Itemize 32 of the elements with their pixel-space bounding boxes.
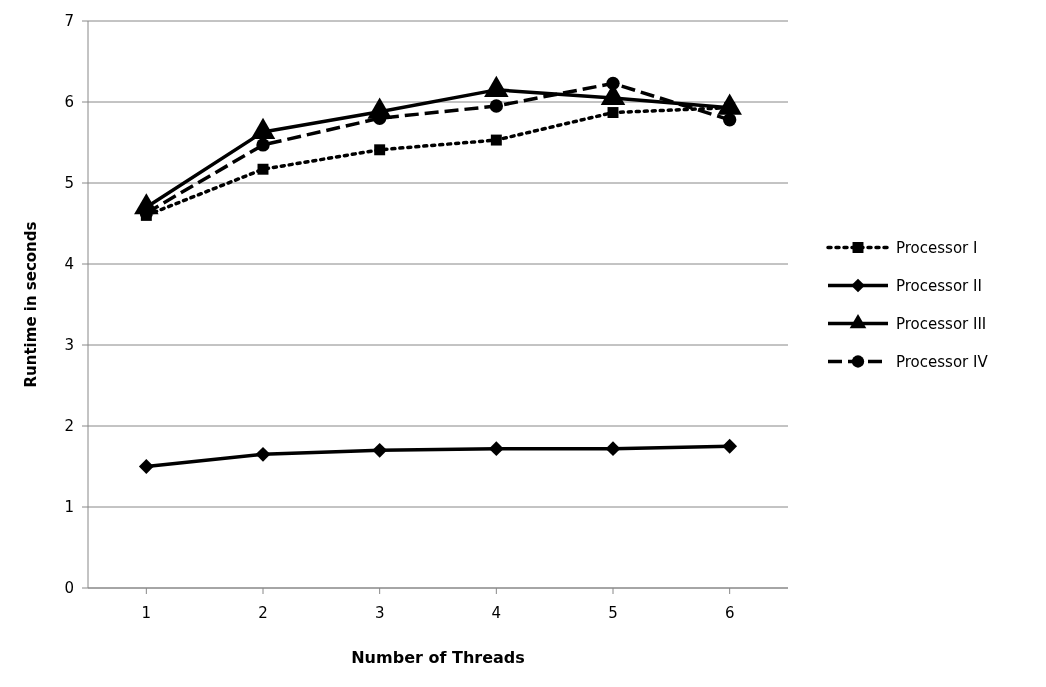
y-tick-label: 4 bbox=[64, 255, 74, 274]
legend-label: Processor III bbox=[896, 314, 987, 333]
y-tick-label: 5 bbox=[64, 174, 74, 193]
y-tick-label: 6 bbox=[64, 93, 74, 112]
point bbox=[722, 438, 738, 454]
x-tick-label: 1 bbox=[141, 604, 152, 622]
y-axis-title: Runtime in seconds bbox=[22, 221, 40, 388]
point bbox=[372, 442, 388, 458]
point bbox=[374, 144, 386, 156]
point bbox=[256, 138, 270, 152]
y-tick-label: 2 bbox=[64, 417, 74, 436]
point bbox=[490, 134, 502, 146]
legend-label: Processor IV bbox=[896, 352, 989, 371]
point bbox=[607, 107, 619, 119]
y-tick-label: 1 bbox=[64, 498, 74, 517]
point bbox=[488, 441, 504, 457]
point bbox=[605, 441, 621, 457]
y-tick-label: 3 bbox=[64, 336, 74, 355]
x-tick-label: 6 bbox=[724, 604, 735, 622]
x-tick-label: 2 bbox=[258, 604, 268, 622]
point bbox=[257, 163, 269, 175]
x-axis-title: Number of Threads bbox=[351, 648, 525, 667]
x-tick-label: 3 bbox=[374, 604, 385, 622]
y-tick-label: 0 bbox=[64, 579, 74, 598]
legend-label: Processor II bbox=[896, 276, 982, 295]
point bbox=[138, 459, 154, 474]
x-tick-label: 5 bbox=[608, 604, 618, 622]
y-tick-label: 7 bbox=[64, 12, 74, 31]
legend-label: Processor I bbox=[896, 238, 978, 257]
point bbox=[489, 99, 504, 113]
point bbox=[255, 446, 271, 462]
x-tick-label: 4 bbox=[491, 604, 502, 622]
